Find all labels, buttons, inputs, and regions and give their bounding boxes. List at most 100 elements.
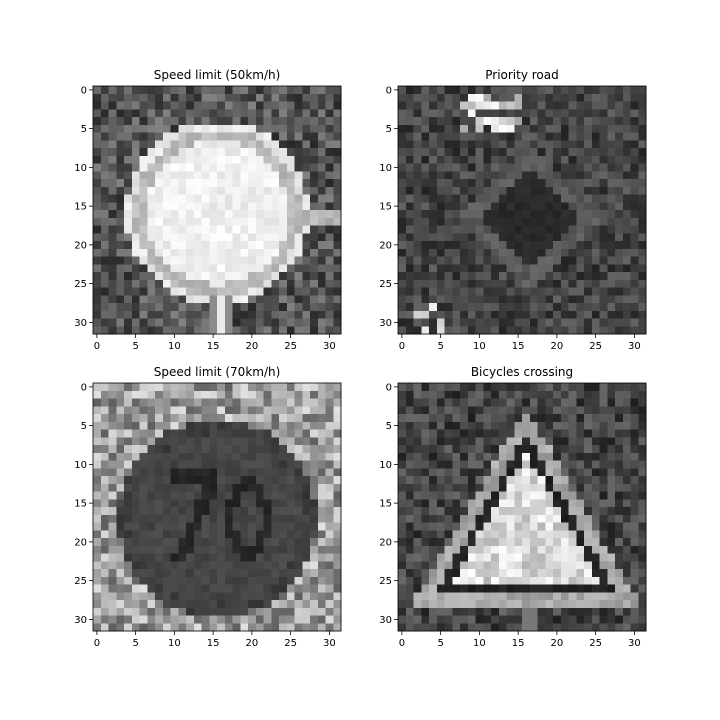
pixel bbox=[178, 514, 187, 523]
x-tick-label: 15 bbox=[512, 341, 525, 352]
pixel bbox=[491, 507, 500, 516]
pixel bbox=[263, 155, 272, 164]
pixel bbox=[255, 272, 264, 281]
pixel bbox=[413, 429, 422, 438]
pixel bbox=[405, 86, 414, 95]
pixel bbox=[271, 507, 280, 516]
pixel bbox=[545, 623, 554, 632]
pixel bbox=[638, 561, 647, 570]
pixel bbox=[444, 468, 453, 477]
pixel bbox=[255, 491, 264, 500]
pixel bbox=[467, 429, 476, 438]
pixel bbox=[553, 491, 562, 500]
pixel bbox=[514, 272, 523, 281]
pixel bbox=[279, 318, 288, 327]
pixel bbox=[506, 217, 515, 226]
pixel bbox=[615, 163, 624, 172]
pixel bbox=[186, 569, 195, 578]
pixel bbox=[522, 171, 531, 180]
pixel bbox=[170, 279, 179, 288]
pixel bbox=[599, 538, 608, 547]
pixel bbox=[506, 530, 515, 539]
pixel bbox=[224, 326, 233, 335]
pixel bbox=[224, 210, 233, 219]
pixel bbox=[255, 545, 264, 554]
pixel bbox=[630, 86, 639, 95]
pixel bbox=[193, 514, 202, 523]
pixel bbox=[483, 545, 492, 554]
pixel bbox=[622, 514, 631, 523]
pixel bbox=[294, 117, 303, 126]
pixel bbox=[286, 171, 295, 180]
pixel bbox=[170, 421, 179, 430]
pixel bbox=[413, 140, 422, 149]
pixel bbox=[186, 538, 195, 547]
pixel bbox=[622, 155, 631, 164]
pixel bbox=[436, 109, 445, 118]
pixel bbox=[240, 561, 249, 570]
pixel bbox=[514, 186, 523, 195]
pixel bbox=[209, 117, 218, 126]
pixel bbox=[576, 318, 585, 327]
pixel bbox=[232, 148, 241, 157]
pixel bbox=[186, 476, 195, 485]
pixel bbox=[413, 390, 422, 399]
pixel bbox=[436, 476, 445, 485]
pixel bbox=[398, 476, 407, 485]
pixel bbox=[460, 569, 469, 578]
pixel bbox=[405, 310, 414, 319]
pixel bbox=[413, 101, 422, 110]
pixel bbox=[116, 476, 125, 485]
pixel bbox=[545, 163, 554, 172]
pixel bbox=[630, 279, 639, 288]
pixel bbox=[429, 93, 438, 102]
pixel bbox=[591, 210, 600, 219]
pixel bbox=[560, 148, 569, 157]
pixel bbox=[622, 326, 631, 335]
pixel bbox=[131, 445, 140, 454]
pixel bbox=[529, 194, 538, 203]
pixel bbox=[93, 437, 102, 446]
pixel bbox=[529, 140, 538, 149]
pixel bbox=[576, 514, 585, 523]
pixel bbox=[147, 615, 156, 624]
pixel bbox=[638, 576, 647, 585]
pixel bbox=[622, 445, 631, 454]
pixel bbox=[591, 248, 600, 257]
pixel bbox=[209, 124, 218, 133]
pixel bbox=[186, 279, 195, 288]
pixel bbox=[201, 124, 210, 133]
pixel bbox=[522, 287, 531, 296]
pixel bbox=[201, 179, 210, 188]
pixel bbox=[522, 576, 531, 585]
pixel bbox=[131, 383, 140, 392]
pixel bbox=[591, 124, 600, 133]
pixel bbox=[514, 445, 523, 454]
pixel bbox=[294, 615, 303, 624]
pixel bbox=[310, 499, 319, 508]
pixel bbox=[545, 545, 554, 554]
pixel bbox=[263, 179, 272, 188]
pixel bbox=[139, 233, 148, 242]
pixel bbox=[398, 499, 407, 508]
pixel bbox=[514, 86, 523, 95]
pixel bbox=[568, 398, 577, 407]
pixel bbox=[514, 514, 523, 523]
pixel bbox=[224, 452, 233, 461]
pixel bbox=[630, 210, 639, 219]
pixel bbox=[498, 225, 507, 234]
pixel bbox=[436, 452, 445, 461]
pixel bbox=[615, 256, 624, 265]
pixel bbox=[240, 303, 249, 312]
pixel bbox=[162, 241, 171, 250]
pixel bbox=[302, 569, 311, 578]
pixel bbox=[429, 86, 438, 95]
pixel bbox=[302, 600, 311, 609]
pixel bbox=[240, 248, 249, 257]
pixel bbox=[545, 561, 554, 570]
pixel bbox=[460, 545, 469, 554]
pixel bbox=[498, 421, 507, 430]
pixel bbox=[232, 272, 241, 281]
pixel bbox=[93, 225, 102, 234]
pixel bbox=[460, 303, 469, 312]
